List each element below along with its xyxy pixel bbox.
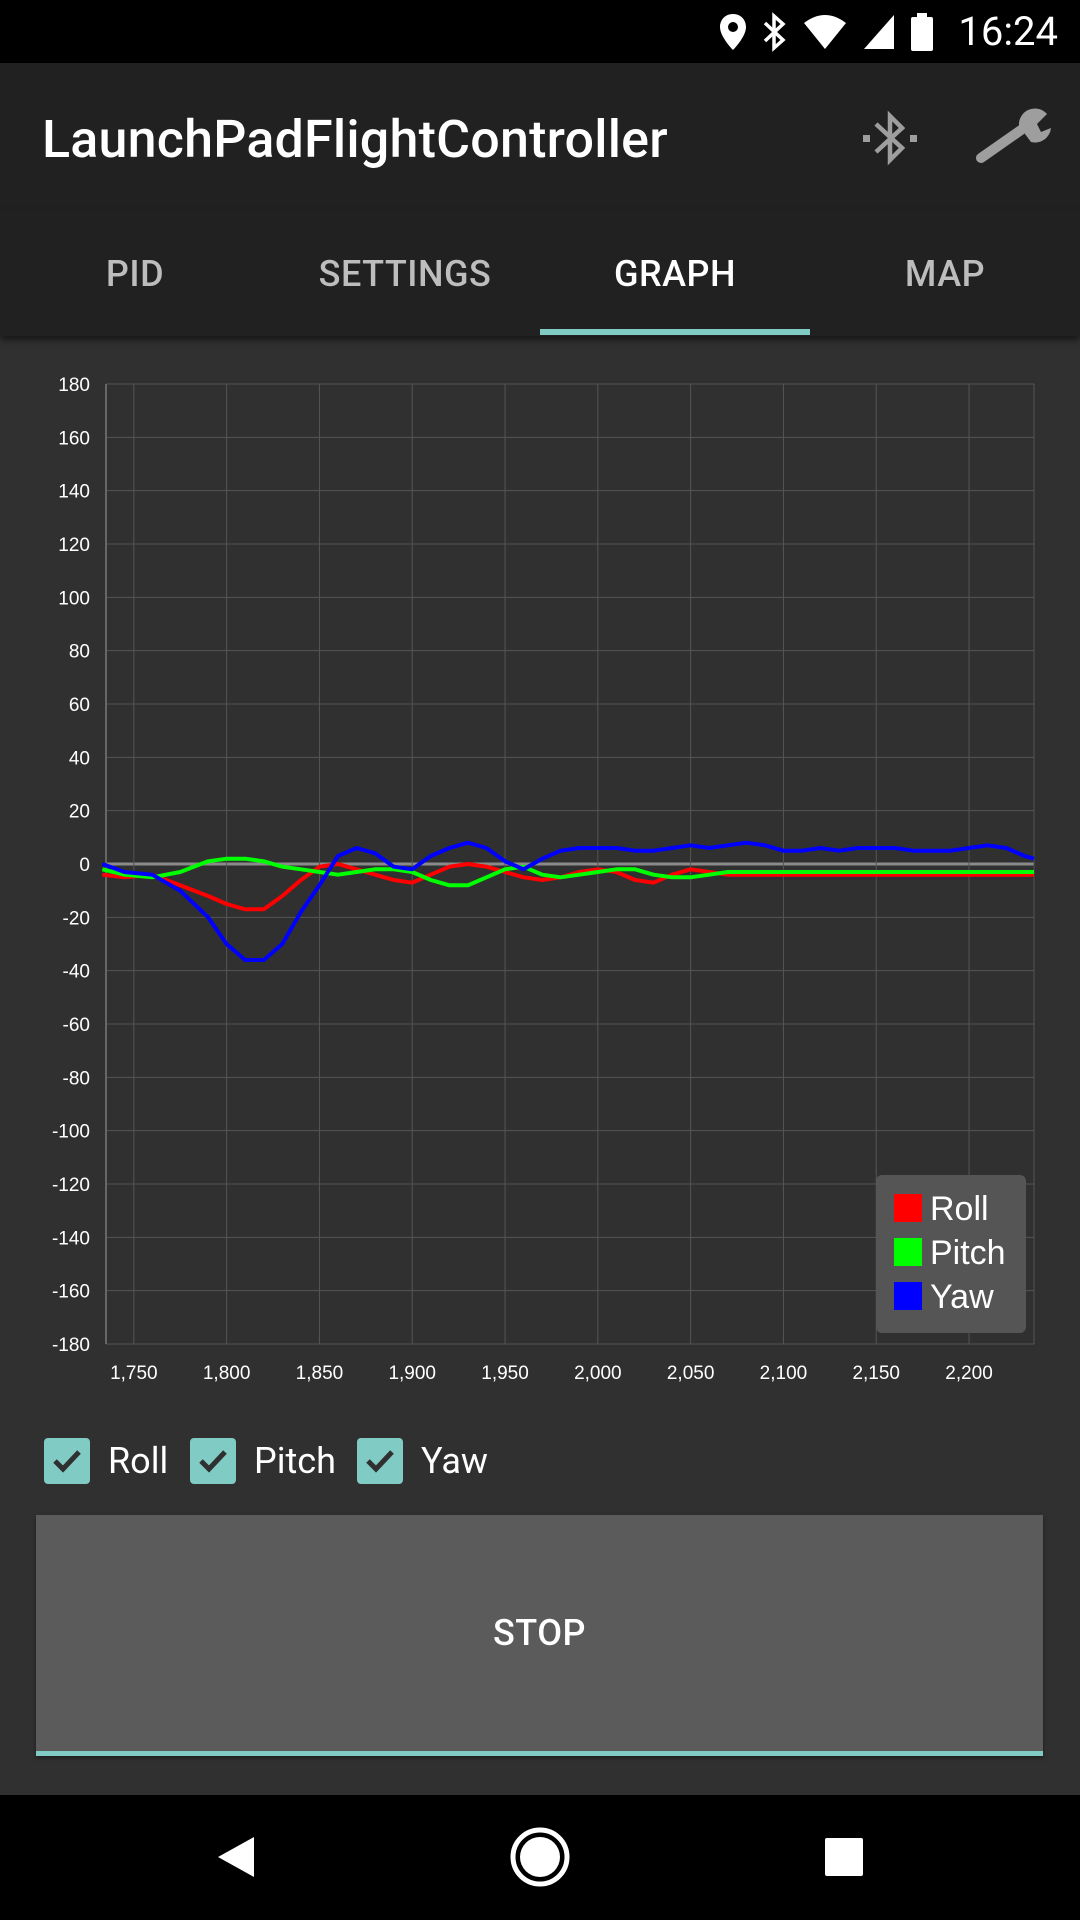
tab-map[interactable]: MAP <box>904 252 986 295</box>
y-tick-label: -140 <box>52 1228 90 1249</box>
navigation-bar <box>0 1795 1080 1920</box>
legend-label-roll: Roll <box>930 1190 989 1228</box>
y-tick-label: 40 <box>69 748 90 769</box>
recents-icon <box>825 1838 863 1876</box>
x-tick-label: 1,800 <box>203 1363 251 1384</box>
y-tick-label: 180 <box>58 375 90 396</box>
wrench-icon <box>976 108 1051 163</box>
yaw-checkbox-label: Yaw <box>421 1440 488 1482</box>
status-bar: 16:24 <box>0 0 1080 63</box>
series-line-roll <box>102 862 1034 912</box>
pitch-checkbox[interactable]: Pitch <box>190 1436 336 1486</box>
attitude-graph[interactable]: 180 160 140 120 100 80 60 40 20 0 -20 -40 -60 -80 -100… <box>0 340 1080 1390</box>
y-tick-label: 20 <box>69 802 90 823</box>
bluetooth-button[interactable] <box>855 103 925 173</box>
battery-icon <box>911 12 934 51</box>
home-button[interactable] <box>500 1817 580 1897</box>
x-tick-label: 1,950 <box>481 1363 529 1384</box>
back-button[interactable] <box>196 1817 276 1897</box>
app-title: LaunchPadFlightController <box>42 109 668 170</box>
y-tick-label: -40 <box>63 962 90 983</box>
x-tick-label: 2,100 <box>760 1363 808 1384</box>
tab-bar: PID SETTINGS GRAPH MAP <box>0 211 1080 336</box>
x-tick-label: 2,050 <box>667 1363 715 1384</box>
checkmark-icon <box>53 1450 81 1473</box>
settings-wrench-button[interactable] <box>970 103 1060 173</box>
app-bar: LaunchPadFlightController <box>0 63 1080 211</box>
yaw-checkbox[interactable]: Yaw <box>357 1436 488 1486</box>
x-tick-label: 1,850 <box>296 1363 344 1384</box>
y-tick-label: 60 <box>69 695 90 716</box>
stop-button[interactable]: STOP <box>36 1515 1043 1756</box>
y-tick-label: -160 <box>52 1282 90 1303</box>
series-checkboxes: Roll Pitch Yaw <box>0 1430 1080 1490</box>
x-tick-label: 2,000 <box>574 1363 622 1384</box>
back-icon <box>218 1837 254 1877</box>
roll-checkbox[interactable]: Roll <box>44 1436 168 1486</box>
y-tick-label: 0 <box>79 855 90 876</box>
bluetooth-icon <box>863 110 917 166</box>
active-tab-indicator <box>540 329 810 335</box>
y-tick-label: 140 <box>58 482 90 503</box>
home-icon <box>510 1827 570 1887</box>
checkmark-icon <box>199 1450 227 1473</box>
legend-label-pitch: Pitch <box>930 1234 1006 1272</box>
x-tick-label: 1,750 <box>110 1363 158 1384</box>
tab-settings[interactable]: SETTINGS <box>318 252 492 295</box>
legend-swatch-pitch <box>894 1238 922 1266</box>
yaw-checkbox-box[interactable] <box>357 1438 403 1484</box>
stop-button-label: STOP <box>492 1612 587 1654</box>
bluetooth-status-icon <box>764 11 786 52</box>
pitch-checkbox-label: Pitch <box>254 1440 336 1482</box>
pitch-checkbox-box[interactable] <box>190 1438 236 1484</box>
location-icon <box>720 13 747 50</box>
checkmark-icon <box>366 1450 394 1473</box>
y-tick-label: 120 <box>58 535 90 556</box>
y-tick-label: -120 <box>52 1175 90 1196</box>
legend-label-yaw: Yaw <box>930 1278 994 1316</box>
x-tick-label: 2,150 <box>852 1363 900 1384</box>
legend-swatch-yaw <box>894 1282 922 1310</box>
wifi-icon <box>804 14 847 49</box>
legend-swatch-roll <box>894 1194 922 1222</box>
x-tick-label: 2,200 <box>945 1363 993 1384</box>
roll-checkbox-label: Roll <box>108 1440 169 1482</box>
x-tick-label: 1,900 <box>388 1363 436 1384</box>
y-tick-label: -60 <box>63 1015 90 1036</box>
y-tick-label: 80 <box>69 642 90 663</box>
roll-checkbox-box[interactable] <box>44 1438 90 1484</box>
series-line-yaw <box>101 840 1035 962</box>
status-time: 16:24 <box>958 8 1058 55</box>
tab-pid[interactable]: PID <box>105 252 165 295</box>
y-tick-label: -80 <box>63 1068 90 1089</box>
recents-button[interactable] <box>804 1817 884 1897</box>
series-line-pitch <box>101 856 1034 888</box>
y-tick-label: 100 <box>58 588 90 609</box>
y-tick-label: 160 <box>58 428 90 449</box>
y-tick-label: -20 <box>63 908 90 929</box>
signal-icon <box>864 14 895 49</box>
y-tick-label: -180 <box>52 1335 90 1356</box>
tab-graph[interactable]: GRAPH <box>613 252 737 295</box>
y-tick-label: -100 <box>52 1122 90 1143</box>
